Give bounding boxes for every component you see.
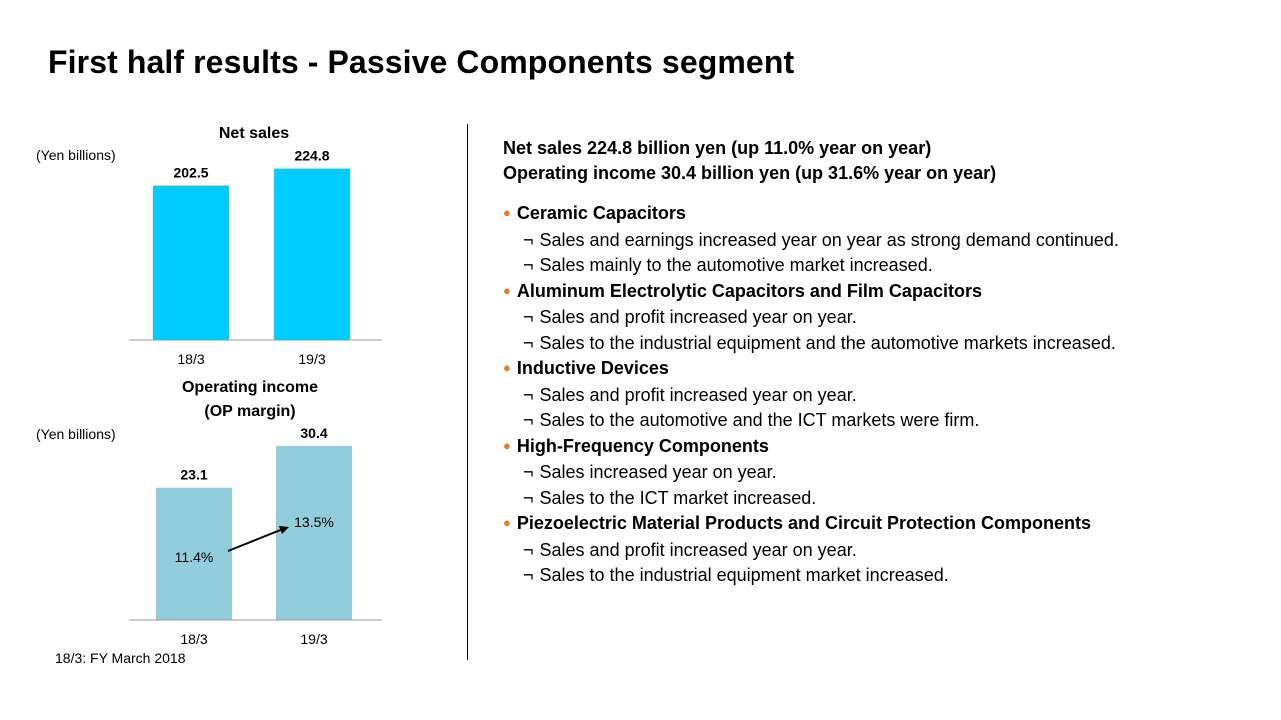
- net-sales-bar: [153, 185, 229, 340]
- op-income-bar: [276, 445, 352, 620]
- net-sales-category-label: 18/3: [177, 351, 204, 367]
- net-sales-category-label: 19/3: [298, 351, 325, 367]
- segment-name: Aluminum Electrolytic Capacitors and Fil…: [516, 280, 982, 301]
- segment-name: Inductive Devices: [516, 358, 669, 378]
- op-income-op-margin-label: 13.5%: [294, 514, 334, 530]
- op-margin-subtitle: (OP margin): [204, 403, 295, 420]
- bullet-dot-icon: ●: [503, 437, 511, 453]
- arrow-head-icon: [279, 526, 289, 534]
- segment-detail: ¬ Sales and profit increased year on year…: [503, 538, 1263, 564]
- detail-text: Sales and profit increased year on year.: [539, 539, 857, 560]
- segment-detail: ¬ Sales to the ICT market increased.: [503, 486, 1263, 512]
- segment-title: ● Aluminum Electrolytic Capacitors and Fi…: [503, 279, 1263, 306]
- operating-income-summary: Operating income 30.4 billion yen (up 31…: [503, 163, 997, 183]
- segment-detail: ¬ Sales and profit increased year on year…: [503, 305, 1263, 331]
- op-income-bars: 23.1 18/3 11.4% 30.4 19/3 13.5%: [156, 425, 352, 647]
- detail-text: Sales and earnings increased year on yea…: [539, 229, 1119, 250]
- segment-name: High-Frequency Components: [516, 435, 769, 456]
- sub-bullet-icon: ¬: [523, 462, 534, 482]
- net-sales-chart-title: Net sales: [219, 125, 289, 142]
- operating-income-chart: Operating income (OP margin) (Yen billio…: [36, 379, 382, 647]
- segment-detail: ¬ Sales and earnings increased year on ye…: [503, 228, 1263, 254]
- segment-detail: ¬ Sales to the automotive and the ICT mar…: [503, 408, 1263, 434]
- segment-list: ● Ceramic Capacitors ¬ Sales and earnings i…: [503, 201, 1263, 589]
- op-income-unit-label: (Yen billions): [36, 426, 116, 442]
- op-income-bar: [156, 487, 232, 620]
- sub-bullet-icon: ¬: [523, 565, 534, 585]
- segment-name: Ceramic Capacitors: [516, 203, 686, 223]
- segment-detail: ¬ Sales increased year on year.: [503, 460, 1263, 486]
- bullet-dot-icon: ●: [503, 360, 511, 375]
- vertical-divider: [467, 124, 468, 660]
- detail-text: Sales and profit increased year on year.: [539, 307, 857, 327]
- op-income-category-label: 18/3: [180, 631, 207, 647]
- footnote: 18/3: FY March 2018: [55, 650, 186, 666]
- page-title: First half results - Passive Components …: [48, 44, 795, 80]
- op-income-category-label: 19/3: [300, 631, 327, 647]
- segment-title: ● Inductive Devices: [503, 356, 1263, 383]
- detail-text: Sales to the industrial equipment market…: [539, 565, 949, 585]
- detail-text: Sales to the ICT market increased.: [539, 487, 817, 508]
- sub-bullet-icon: ¬: [523, 307, 534, 327]
- segment-detail: ¬ Sales mainly to the automotive market i…: [503, 253, 1263, 279]
- bullet-dot-icon: ●: [503, 515, 511, 530]
- segment-title: ● Piezoelectric Material Products and Cir…: [503, 511, 1263, 538]
- sub-bullet-icon: ¬: [523, 332, 534, 353]
- op-income-value-label: 30.4: [300, 425, 327, 441]
- op-income-op-margin-label: 11.4%: [175, 549, 214, 565]
- op-income-value-label: 23.1: [180, 467, 207, 483]
- bullet-dot-icon: ●: [503, 282, 511, 298]
- detail-text: Sales mainly to the automotive market in…: [539, 255, 933, 275]
- sub-bullet-icon: ¬: [523, 539, 534, 560]
- detail-text: Sales to the automotive and the ICT mark…: [539, 410, 980, 430]
- sub-bullet-icon: ¬: [523, 410, 534, 430]
- net-sales-value-label: 202.5: [173, 165, 208, 181]
- segment-detail: ¬ Sales and profit increased year on year…: [503, 383, 1263, 409]
- sub-bullet-icon: ¬: [523, 487, 534, 508]
- segment-name: Piezoelectric Material Products and Circ…: [516, 513, 1091, 533]
- segment-title: ● High-Frequency Components: [503, 434, 1263, 461]
- net-sales-value-label: 224.8: [294, 148, 329, 164]
- net-sales-summary: Net sales 224.8 billion yen (up 11.0% ye…: [503, 138, 932, 158]
- net-sales-unit-label: (Yen billions): [36, 147, 116, 163]
- op-income-chart-title: Operating income: [182, 379, 318, 396]
- segment-title: ● Ceramic Capacitors: [503, 201, 1263, 228]
- results-summary-panel: Net sales 224.8 billion yen (up 11.0% ye…: [503, 136, 1263, 589]
- detail-text: Sales to the industrial equipment and th…: [539, 332, 1116, 353]
- sub-bullet-icon: ¬: [523, 229, 534, 250]
- segment-detail: ¬ Sales to the industrial equipment marke…: [503, 563, 1263, 589]
- net-sales-bar: [274, 168, 350, 340]
- segment-detail: ¬ Sales to the industrial equipment and t…: [503, 331, 1263, 357]
- detail-text: Sales increased year on year.: [539, 462, 777, 482]
- bullet-dot-icon: ●: [503, 205, 511, 220]
- net-sales-chart: Net sales (Yen billions) 202.5 18/3 224.8 1…: [36, 125, 382, 367]
- margin-trend-arrow: [227, 528, 284, 552]
- sub-bullet-icon: ¬: [523, 384, 534, 405]
- detail-text: Sales and profit increased year on year.: [539, 384, 857, 405]
- net-sales-bars: 202.5 18/3 224.8 19/3: [153, 148, 350, 367]
- sub-bullet-icon: ¬: [523, 255, 534, 275]
